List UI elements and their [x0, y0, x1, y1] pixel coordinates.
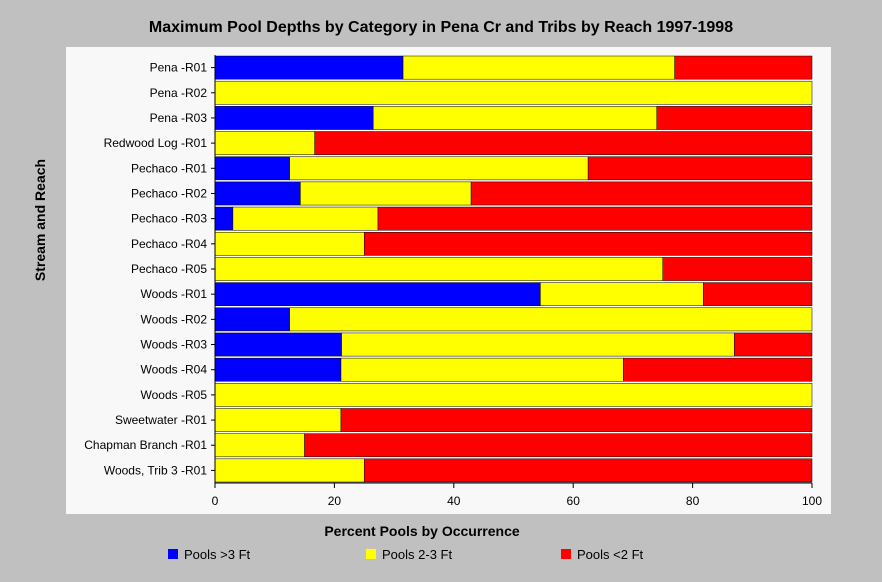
bar-segment-gt3ft: [214, 357, 342, 382]
x-tick-label: 20: [328, 494, 342, 508]
legend-item-pools-gt-3ft: Pools >3 Ft: [168, 546, 250, 562]
y-tick-label: Woods -R01: [141, 287, 208, 301]
y-tick-label: Chapman Branch -R01: [84, 438, 207, 452]
bar-segment-2-3ft: [289, 156, 589, 181]
x-tick-label: 60: [567, 494, 581, 508]
legend-item-pools-lt-2ft: Pools <2 Ft: [561, 546, 643, 562]
y-tick-label: Pechaco -R02: [131, 186, 207, 200]
bar-segment-lt2ft: [364, 458, 813, 483]
legend-label: Pools 2-3 Ft: [382, 546, 453, 562]
legend-item-pools-2-3ft: Pools 2-3 Ft: [366, 546, 452, 562]
bar-segment-2-3ft: [214, 257, 663, 281]
bar-segment-lt2ft: [656, 106, 813, 130]
bar-segment-lt2ft: [703, 282, 813, 307]
y-tick-label: Pechaco -R05: [131, 262, 207, 276]
plot-panel: Pena -R01 Pena -R02 Pena -R03 Redwood Log -…: [66, 47, 831, 514]
bar-segment-lt2ft: [662, 257, 813, 281]
bar-segment-2-3ft: [341, 332, 735, 357]
x-tick-label: 40: [447, 494, 461, 508]
y-axis-label: Stream and Reach: [32, 158, 48, 282]
bar-segment-2-3ft: [214, 433, 305, 458]
y-tick-label: Pechaco -R01: [131, 161, 207, 175]
y-tick-label: Pena -R03: [150, 111, 208, 125]
legend-swatch-blue: [168, 549, 178, 559]
y-tick-label: Pechaco -R04: [131, 237, 207, 251]
y-tick-label: Sweetwater -R01: [115, 413, 207, 427]
bar-segment-gt3ft: [214, 282, 541, 307]
bar-segment-2-3ft: [214, 80, 813, 105]
x-tick-label: 0: [212, 494, 219, 508]
y-tick-label: Pena -R02: [150, 86, 208, 100]
legend-swatch-yellow: [366, 549, 376, 559]
x-tick-label: 80: [686, 494, 700, 508]
bar-segment-lt2ft: [340, 408, 813, 432]
bar-chart: Pena -R01 Pena -R02 Pena -R03 Redwood Log -…: [84, 55, 822, 508]
x-tick-label: 100: [802, 494, 822, 508]
bar-segment-2-3ft: [540, 282, 704, 307]
bar-segment-2-3ft: [289, 307, 813, 332]
bar-segment-lt2ft: [587, 156, 813, 181]
bar-segment-gt3ft: [214, 55, 404, 80]
bar-segment-2-3ft: [214, 458, 365, 483]
bar-segment-lt2ft: [734, 332, 813, 357]
bar-segment-2-3ft: [214, 383, 813, 407]
y-tick-label: Woods -R02: [141, 312, 208, 326]
y-tick-label: Pena -R01: [150, 61, 208, 75]
bar-segment-gt3ft: [214, 156, 290, 181]
bar-segment-lt2ft: [623, 357, 813, 382]
bar-segment-gt3ft: [214, 106, 374, 130]
bar-segment-lt2ft: [470, 181, 813, 206]
bar-segment-lt2ft: [364, 231, 813, 256]
bar-segment-lt2ft: [314, 131, 813, 155]
legend-label: Pools <2 Ft: [577, 546, 644, 562]
bar-segment-gt3ft: [214, 206, 234, 231]
bar-segment-2-3ft: [214, 231, 365, 256]
legend-swatch-red: [561, 549, 571, 559]
bar-segment-2-3ft: [340, 357, 624, 382]
x-axis-label: Percent Pools by Occurrence: [324, 523, 520, 539]
bar-segment-2-3ft: [372, 106, 658, 130]
y-tick-label: Pechaco -R03: [131, 212, 207, 226]
bar-segment-2-3ft: [300, 181, 472, 206]
bar-segment-2-3ft: [214, 408, 342, 432]
bar-segment-2-3ft: [402, 55, 675, 80]
bar-segment-2-3ft: [214, 131, 315, 155]
chart-title: Maximum Pool Depths by Category in Pena …: [148, 19, 734, 36]
y-tick-label: Woods -R03: [141, 338, 208, 352]
legend-label: Pools >3 Ft: [184, 546, 251, 562]
bar-segment-lt2ft: [377, 206, 813, 231]
y-tick-label: Woods -R04: [141, 363, 208, 377]
bar-segment-2-3ft: [232, 206, 379, 231]
y-tick-label: Redwood Log -R01: [104, 136, 208, 150]
bar-segment-gt3ft: [214, 181, 301, 206]
y-tick-label: Woods -R05: [141, 388, 208, 402]
y-tick-label: Woods, Trib 3 -R01: [104, 463, 207, 477]
bar-segment-gt3ft: [214, 332, 342, 357]
bar-segment-gt3ft: [214, 307, 290, 332]
bar-segment-lt2ft: [674, 55, 813, 80]
bar-segment-lt2ft: [304, 433, 813, 458]
